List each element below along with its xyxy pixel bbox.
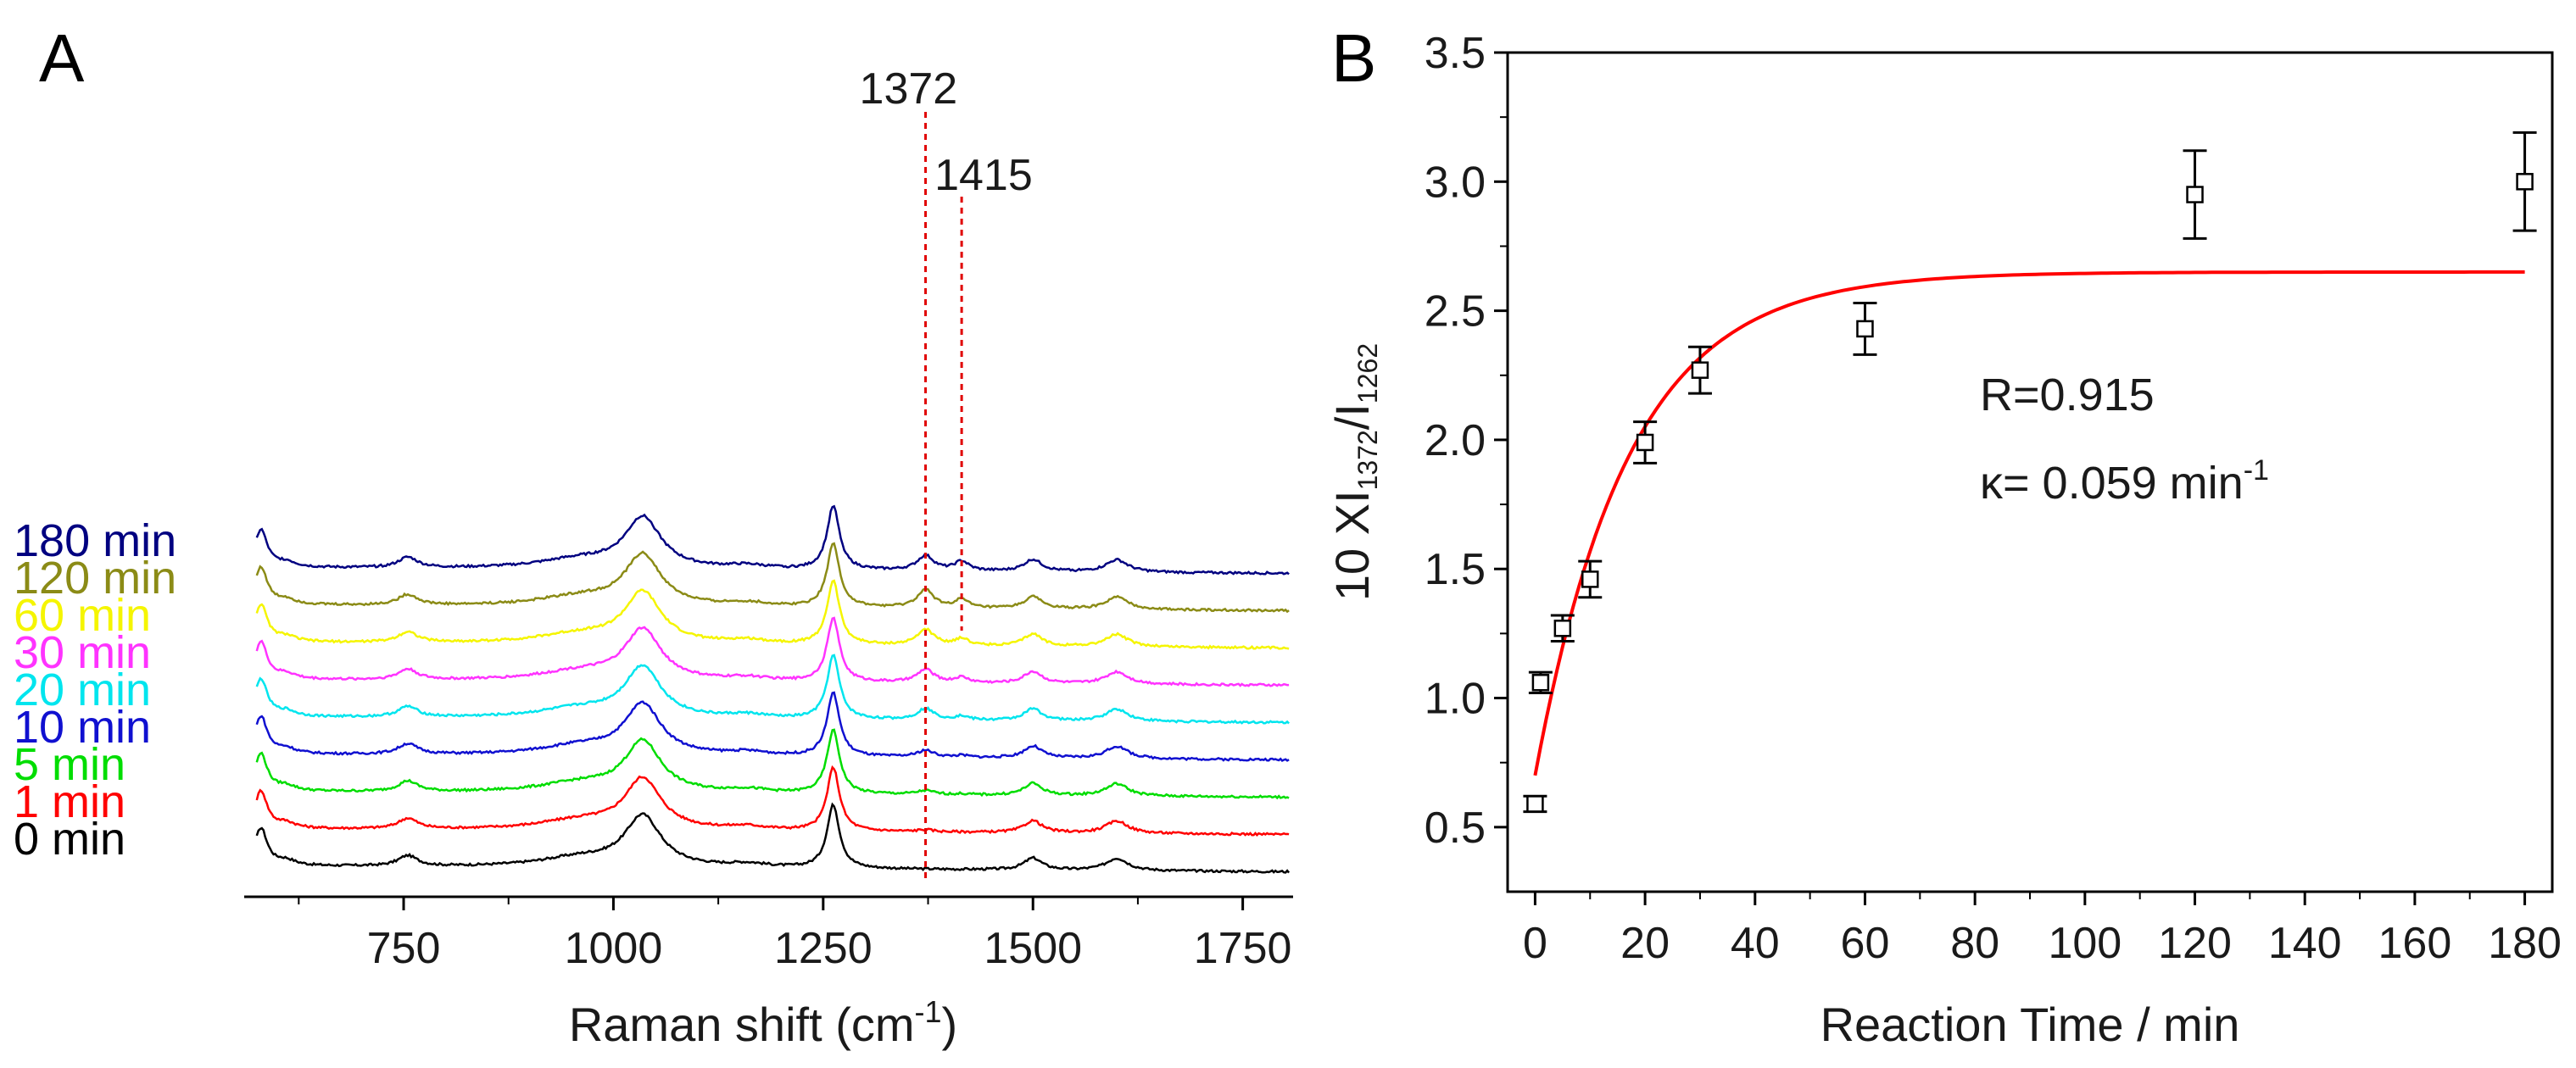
fit-k-label: κ= 0.059 min-1	[1980, 454, 2269, 509]
x-tick-label: 1000	[565, 924, 663, 973]
x-tick-label: 120	[2158, 919, 2232, 968]
fit-curve	[1533, 270, 2525, 776]
x-tick-label: 160	[2378, 919, 2452, 968]
spectrum-0-min	[255, 802, 1291, 874]
x-tick-label: 80	[1950, 919, 1999, 968]
trace-label: 1 min	[14, 776, 125, 827]
spectrum-5-min	[255, 728, 1290, 800]
x-tick-label: 180	[2488, 919, 2562, 968]
panel-a-traces	[255, 504, 1291, 874]
panel-a-xlabel-end: )	[942, 998, 958, 1051]
y-tick-label: 1.0	[1425, 675, 1486, 724]
spectrum-1-min	[255, 765, 1290, 837]
x-tick-label: 140	[2268, 919, 2342, 968]
ylabel-mid: /I	[1325, 403, 1379, 430]
fit-r-label: R=0.915	[1980, 370, 2155, 420]
data-point	[1531, 674, 1550, 692]
data-point	[2186, 186, 2204, 203]
spectrum-120-min	[255, 542, 1290, 614]
panel-a-letter: A	[39, 20, 85, 96]
data-point	[1581, 570, 1599, 588]
x-tick-label: 40	[1731, 919, 1780, 968]
trace-label: 5 min	[14, 739, 125, 790]
trace-label: 10 min	[14, 702, 151, 753]
panel-b-letter: B	[1331, 20, 1376, 96]
x-tick-label: 100	[2048, 919, 2122, 968]
ylabel-sub1: 1372	[1352, 430, 1383, 490]
y-tick-label: 1.5	[1425, 545, 1486, 594]
spectrum-60-min	[255, 579, 1290, 650]
panel-a-annotations: 1372 1415	[860, 64, 1033, 882]
x-tick-label: 60	[1841, 919, 1890, 968]
data-point	[1526, 795, 1544, 813]
data-point	[1856, 320, 1874, 338]
data-point	[2516, 173, 2534, 191]
panel-b-x-axis-title: Reaction Time / min	[1820, 998, 2240, 1051]
panel-a-xlabel-main: Raman shift (cm	[569, 998, 915, 1051]
panel-b-points	[1523, 131, 2537, 814]
panel-a-x-axis-title: Raman shift (cm-1)	[569, 994, 957, 1051]
y-tick-label: 3.5	[1425, 29, 1486, 78]
data-point	[1553, 620, 1572, 637]
spectrum-20-min	[255, 654, 1291, 725]
panel-a-x-ticks: 750 1000 1250 1500 1750	[298, 897, 1291, 973]
spectrum-30-min	[255, 616, 1290, 687]
ylabel-prefix: 10 XI	[1325, 490, 1379, 601]
trace-label: 180 min	[14, 515, 176, 566]
x-tick-label: 1750	[1194, 924, 1292, 973]
trace-label: 0 min	[14, 814, 125, 865]
spectrum-10-min	[255, 691, 1290, 763]
y-tick-label: 0.5	[1425, 804, 1486, 853]
data-point	[1691, 361, 1709, 379]
trace-label: 60 min	[14, 590, 151, 641]
fit-k-text: κ= 0.059 min	[1980, 458, 2244, 509]
y-tick-label: 2.5	[1425, 287, 1486, 337]
spectrum-180-min	[255, 504, 1290, 576]
trace-label: 30 min	[14, 627, 151, 678]
ylabel-sub2: 1262	[1352, 343, 1383, 403]
trace-label: 20 min	[14, 665, 151, 715]
x-tick-label: 1250	[774, 924, 873, 973]
panel-b-ticks: 0 20 40 60 80 100 120 140 160 180 0.5 1.0 1.5 2.0 2.5 3…	[1425, 29, 2562, 968]
panel-b: B 0 20 40 60 80 100 120 140 160 180 0.5 1.0 1.5 2.0 2.…	[1325, 20, 2562, 1051]
y-tick-label: 3.0	[1425, 158, 1486, 207]
panel-b-y-axis-title: 10 XI1372/I1262	[1325, 343, 1383, 601]
x-tick-label: 0	[1523, 919, 1547, 968]
x-tick-label: 1500	[984, 924, 1082, 973]
trace-label: 120 min	[14, 553, 176, 604]
annotation-label: 1372	[860, 64, 958, 114]
annotation-label: 1415	[934, 151, 1033, 200]
x-tick-label: 20	[1620, 919, 1670, 968]
fit-k-sup: -1	[2244, 454, 2269, 487]
panel-a-xlabel-sup: -1	[914, 994, 941, 1029]
y-tick-label: 2.0	[1425, 416, 1486, 465]
x-tick-label: 750	[367, 924, 441, 973]
panel-b-fit	[1533, 270, 2525, 776]
data-point	[1636, 433, 1654, 452]
